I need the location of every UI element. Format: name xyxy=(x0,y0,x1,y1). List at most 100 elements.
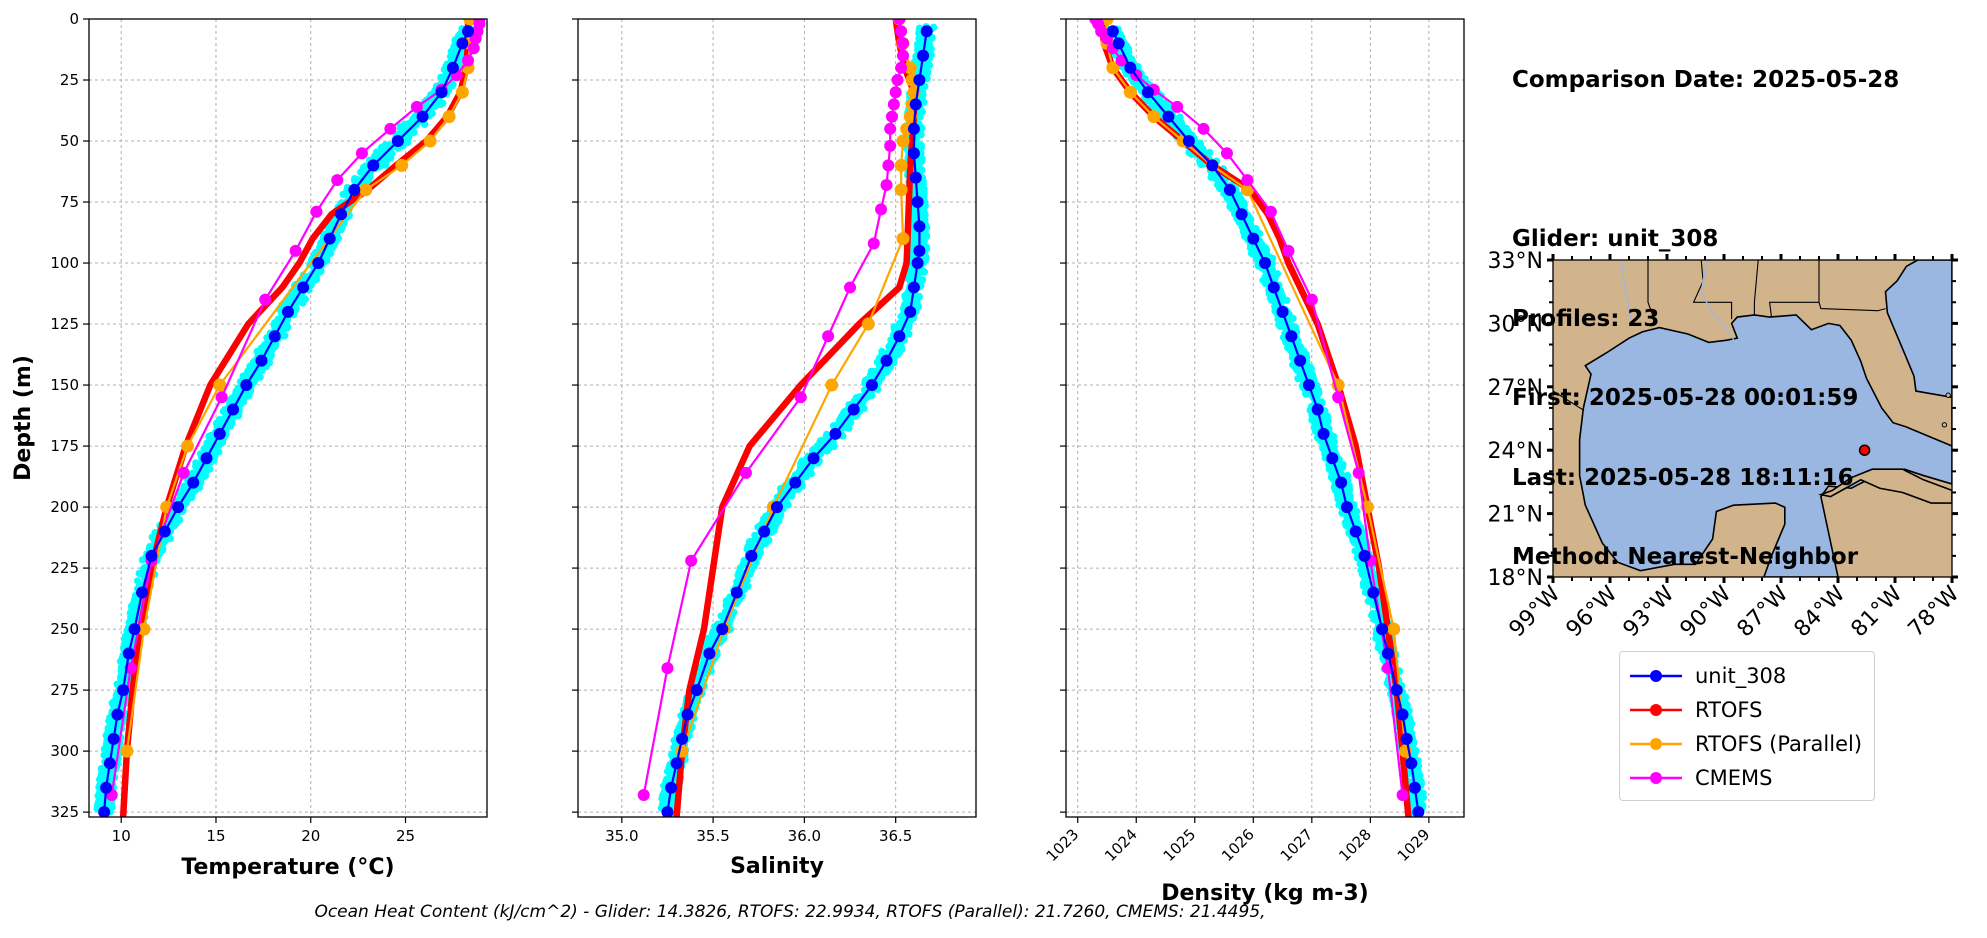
series-point-unit-308 xyxy=(758,525,770,537)
series-point-unit-308 xyxy=(269,330,281,342)
series-point-cmems xyxy=(891,74,903,86)
series-point-cmems xyxy=(890,86,902,98)
series-point-unit-308 xyxy=(913,245,925,257)
series-point-unit-308 xyxy=(829,428,841,440)
series-point-unit-308 xyxy=(671,757,683,769)
series-point-unit-308 xyxy=(848,403,860,415)
series-point-unit-308 xyxy=(136,586,148,598)
series-point-unit-308 xyxy=(908,281,920,293)
series-point-cmems xyxy=(1397,789,1409,801)
series-point-rtofs-parallel xyxy=(424,135,437,148)
series-point-cmems xyxy=(638,789,650,801)
glider-scatter-point xyxy=(136,570,143,577)
series-rtofs xyxy=(123,19,468,817)
series-point-cmems xyxy=(844,281,856,293)
series-point-unit-308 xyxy=(1326,452,1338,464)
series-point-unit-308 xyxy=(1268,281,1280,293)
series-point-unit-308 xyxy=(1391,684,1403,696)
series-point-unit-308 xyxy=(912,257,924,269)
series-point-unit-308 xyxy=(123,647,135,659)
series-point-unit-308 xyxy=(912,196,924,208)
glider-scatter-point xyxy=(101,745,108,752)
series-point-unit-308 xyxy=(1285,330,1297,342)
series-point-unit-308 xyxy=(676,733,688,745)
glider-scatter-point xyxy=(108,801,115,808)
series-point-unit-308 xyxy=(1312,403,1324,415)
glider-scatter-point xyxy=(1312,425,1319,432)
series-point-rtofs-parallel xyxy=(120,745,133,758)
series-point-unit-308 xyxy=(691,684,703,696)
series-line-cmems xyxy=(112,19,480,795)
series-point-unit-308 xyxy=(462,25,474,37)
series-point-unit-308 xyxy=(172,501,184,513)
series-point-unit-308 xyxy=(1359,550,1371,562)
x-axis-label: Temperature (°C) xyxy=(181,855,394,880)
y-axis-label: Depth (m) xyxy=(11,355,36,481)
series-point-unit-308 xyxy=(808,452,820,464)
series-point-unit-308 xyxy=(1382,647,1394,659)
glider-scatter-point xyxy=(98,765,105,772)
x-tick-label: 36.0 xyxy=(788,827,821,845)
series-point-unit-308 xyxy=(789,477,801,489)
series-cmems xyxy=(1089,13,1408,801)
series-point-rtofs-parallel xyxy=(395,159,408,172)
series-point-unit-308 xyxy=(904,306,916,318)
series-point-unit-308 xyxy=(100,782,112,794)
series-point-unit-308 xyxy=(731,586,743,598)
series-cmems xyxy=(638,13,909,801)
series-point-unit-308 xyxy=(1206,159,1218,171)
series-point-unit-308 xyxy=(335,208,347,220)
series-point-unit-308 xyxy=(1318,428,1330,440)
series-point-unit-308 xyxy=(1124,62,1136,74)
series-unit-308 xyxy=(1107,25,1425,818)
glider-scatter-point xyxy=(188,494,195,501)
y-tick-label: 75 xyxy=(60,193,79,211)
y-tick-label: 125 xyxy=(50,315,79,333)
series-point-unit-308 xyxy=(282,306,294,318)
series-point-unit-308 xyxy=(324,233,336,245)
series-point-unit-308 xyxy=(159,525,171,537)
series-point-cmems xyxy=(1332,391,1344,403)
series-cmems xyxy=(106,13,486,801)
series-point-cmems xyxy=(462,54,474,66)
series-point-unit-308 xyxy=(1405,757,1417,769)
series-point-unit-308 xyxy=(447,62,459,74)
series-point-unit-308 xyxy=(1397,709,1409,721)
series-point-cmems xyxy=(661,662,673,674)
series-point-cmems xyxy=(886,111,898,123)
series-point-unit-308 xyxy=(703,647,715,659)
series-point-unit-308 xyxy=(1107,25,1119,37)
series-point-cmems xyxy=(290,245,302,257)
series-point-cmems xyxy=(897,50,909,62)
series-point-unit-308 xyxy=(1183,135,1195,147)
series-point-unit-308 xyxy=(227,403,239,415)
series-point-unit-308 xyxy=(1247,233,1259,245)
series-point-unit-308 xyxy=(893,330,905,342)
series-point-unit-308 xyxy=(921,25,933,37)
glider-scatter-point xyxy=(139,556,146,563)
x-axis-label: Salinity xyxy=(730,854,824,879)
series-point-cmems xyxy=(331,174,343,186)
series-point-unit-308 xyxy=(917,50,929,62)
series-point-rtofs-parallel xyxy=(181,440,194,453)
series-point-cmems xyxy=(822,330,834,342)
series-point-cmems xyxy=(884,123,896,135)
series-point-unit-308 xyxy=(913,220,925,232)
series-point-unit-308 xyxy=(117,684,129,696)
series-point-unit-308 xyxy=(146,550,158,562)
y-tick-label: 250 xyxy=(50,620,79,638)
y-tick-label: 50 xyxy=(60,132,79,150)
series-point-unit-308 xyxy=(348,184,360,196)
series-line-rtofs xyxy=(677,19,914,817)
series-point-unit-308 xyxy=(661,806,673,818)
series-point-cmems xyxy=(868,238,880,250)
series-point-rtofs-parallel xyxy=(1147,110,1160,123)
series-line-unit-308 xyxy=(1113,31,1419,812)
series-point-unit-308 xyxy=(908,123,920,135)
series-point-unit-308 xyxy=(108,733,120,745)
glider-scatter-point xyxy=(902,294,909,301)
series-point-rtofs-parallel xyxy=(825,379,838,392)
series-point-cmems xyxy=(1221,147,1233,159)
series-point-cmems xyxy=(685,555,697,567)
